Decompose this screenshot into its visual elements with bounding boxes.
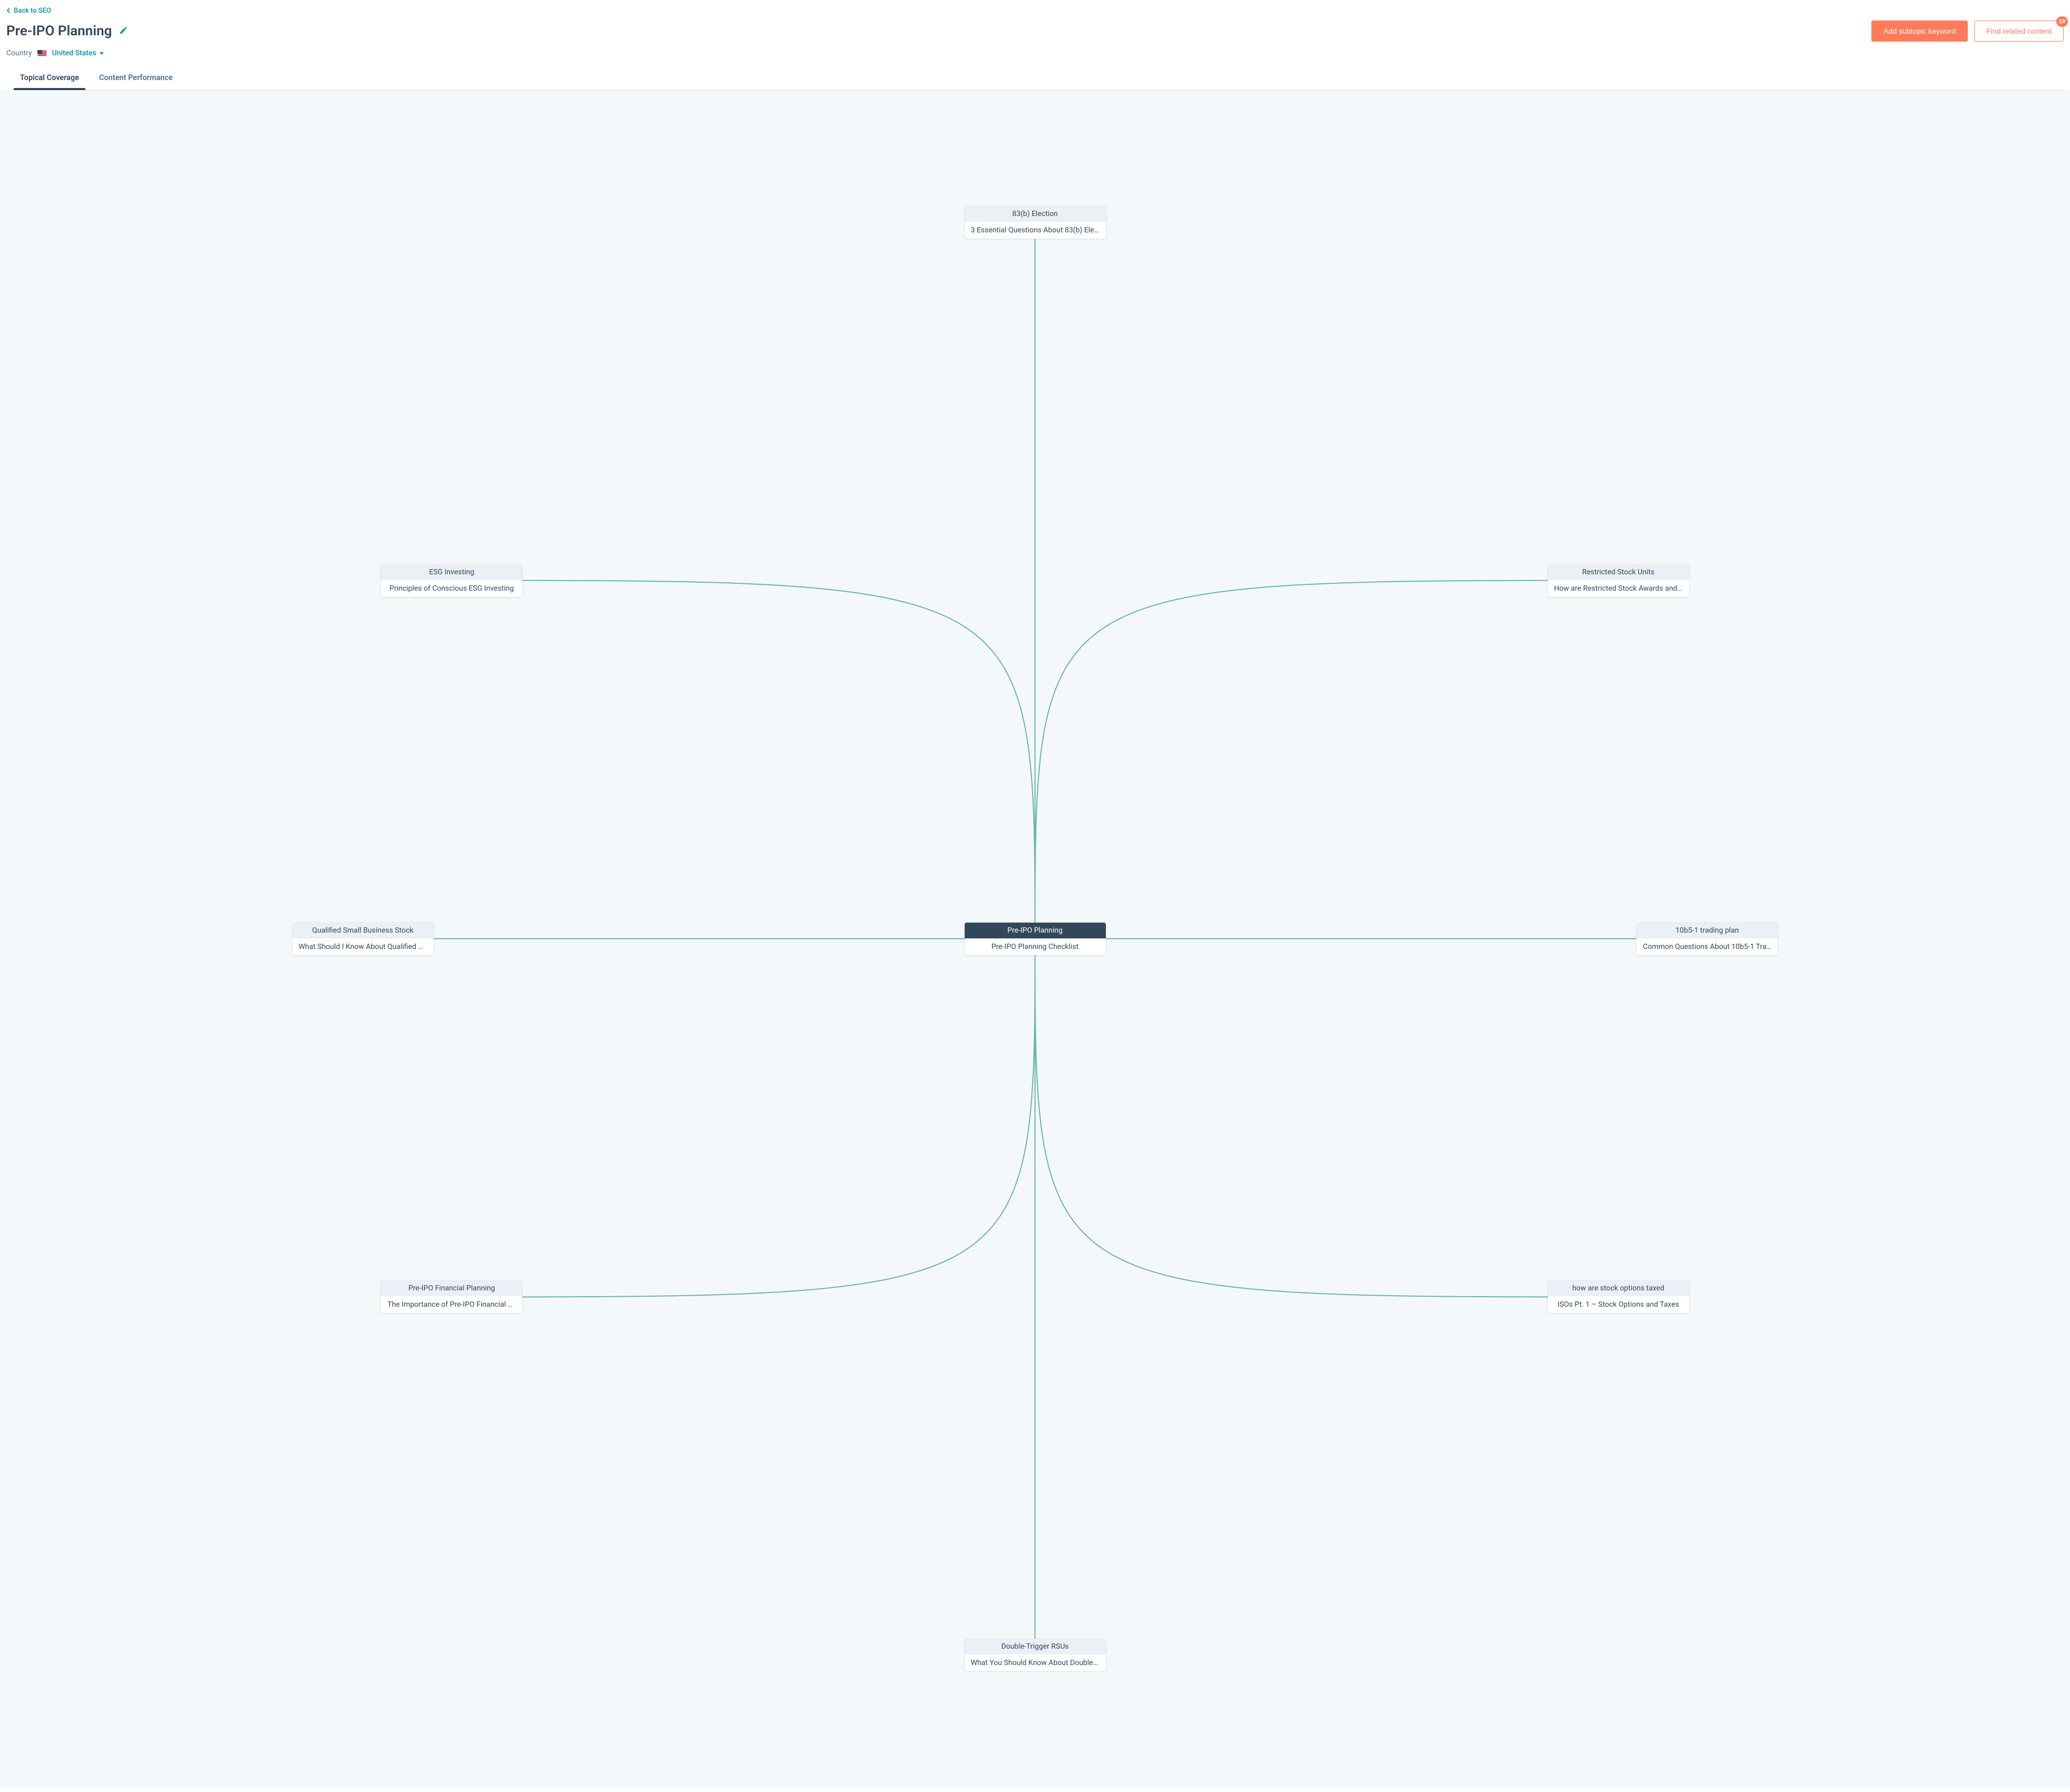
find-related-button[interactable]: Find related content 19 <box>1974 21 2064 42</box>
subtopic-node[interactable]: ESG InvestingPrinciples of Conscious ESG… <box>381 564 522 597</box>
subtopic-content: What Should I Know About Qualified S… <box>292 938 434 955</box>
subtopic-title: ESG Investing <box>381 564 522 580</box>
subtopic-node[interactable]: Pre-IPO Financial PlanningThe Importance… <box>381 1280 522 1313</box>
country-label: Country <box>6 49 32 57</box>
back-to-seo-link[interactable]: Back to SEO <box>6 7 51 15</box>
subtopic-content: ISOs Pt. 1 – Stock Options and Taxes <box>1548 1296 1689 1313</box>
find-related-label: Find related content <box>1986 27 2052 35</box>
subtopic-node[interactable]: 10b5-1 trading planCommon Questions Abou… <box>1636 923 1778 955</box>
center-node-title: Pre-IPO Planning <box>965 923 1106 938</box>
subtopic-title: how are stock options taxed <box>1548 1280 1689 1296</box>
topic-cluster-canvas[interactable]: Pre-IPO PlanningPre-IPO Planning Checkli… <box>0 90 2070 1787</box>
tabs: Topical Coverage Content Performance <box>6 67 2064 90</box>
subtopic-node[interactable]: Double-Trigger RSUsWhat You Should Know … <box>965 1639 1106 1671</box>
center-node-content: Pre-IPO Planning Checklist <box>965 938 1106 955</box>
subtopic-title: 83(b) Election <box>965 206 1106 222</box>
subtopic-content: The Importance of Pre-IPO Financial Go… <box>381 1296 522 1313</box>
subtopic-content: Common Questions About 10b5-1 Trad… <box>1636 938 1778 955</box>
subtopic-node[interactable]: Restricted Stock UnitsHow are Restricted… <box>1548 564 1689 597</box>
subtopic-content: What You Should Know About Double-T… <box>965 1654 1106 1671</box>
edit-icon[interactable] <box>119 26 128 37</box>
subtopic-title: Restricted Stock Units <box>1548 564 1689 580</box>
title-left: Pre-IPO Planning <box>6 23 128 39</box>
subtopic-content: Principles of Conscious ESG Investing <box>381 580 522 597</box>
add-subtopic-button[interactable]: Add subtopic keyword <box>1871 21 1968 42</box>
country-row: Country United States <box>6 49 2064 57</box>
subtopic-content: 3 Essential Questions About 83(b) Elect… <box>965 222 1106 239</box>
us-flag-icon <box>37 50 47 56</box>
title-row: Pre-IPO Planning Add subtopic keyword Fi… <box>6 21 2064 42</box>
country-value-text: United States <box>52 49 96 57</box>
subtopic-node[interactable]: how are stock options taxedISOs Pt. 1 – … <box>1548 1280 1689 1313</box>
subtopic-title: Pre-IPO Financial Planning <box>381 1280 522 1296</box>
subtopic-title: Double-Trigger RSUs <box>965 1639 1106 1654</box>
related-count-badge: 19 <box>2056 16 2068 27</box>
subtopic-node[interactable]: 83(b) Election3 Essential Questions Abou… <box>965 206 1106 239</box>
subtopic-title: Qualified Small Business Stock <box>292 923 434 938</box>
page-title: Pre-IPO Planning <box>6 23 112 39</box>
back-link-label: Back to SEO <box>14 7 51 15</box>
subtopic-node[interactable]: Qualified Small Business StockWhat Shoul… <box>292 923 434 955</box>
tab-topical-coverage[interactable]: Topical Coverage <box>19 67 80 90</box>
tab-content-performance[interactable]: Content Performance <box>98 67 174 90</box>
title-right: Add subtopic keyword Find related conten… <box>1871 21 2064 42</box>
chevron-down-icon <box>100 52 104 55</box>
subtopic-content: How are Restricted Stock Awards and R… <box>1548 580 1689 597</box>
topic-center-node[interactable]: Pre-IPO PlanningPre-IPO Planning Checkli… <box>965 923 1106 955</box>
country-selector[interactable]: United States <box>52 49 104 57</box>
page-header: Back to SEO Pre-IPO Planning Add subtopi… <box>0 0 2070 90</box>
chevron-left-icon <box>6 8 11 13</box>
subtopic-title: 10b5-1 trading plan <box>1636 923 1778 938</box>
